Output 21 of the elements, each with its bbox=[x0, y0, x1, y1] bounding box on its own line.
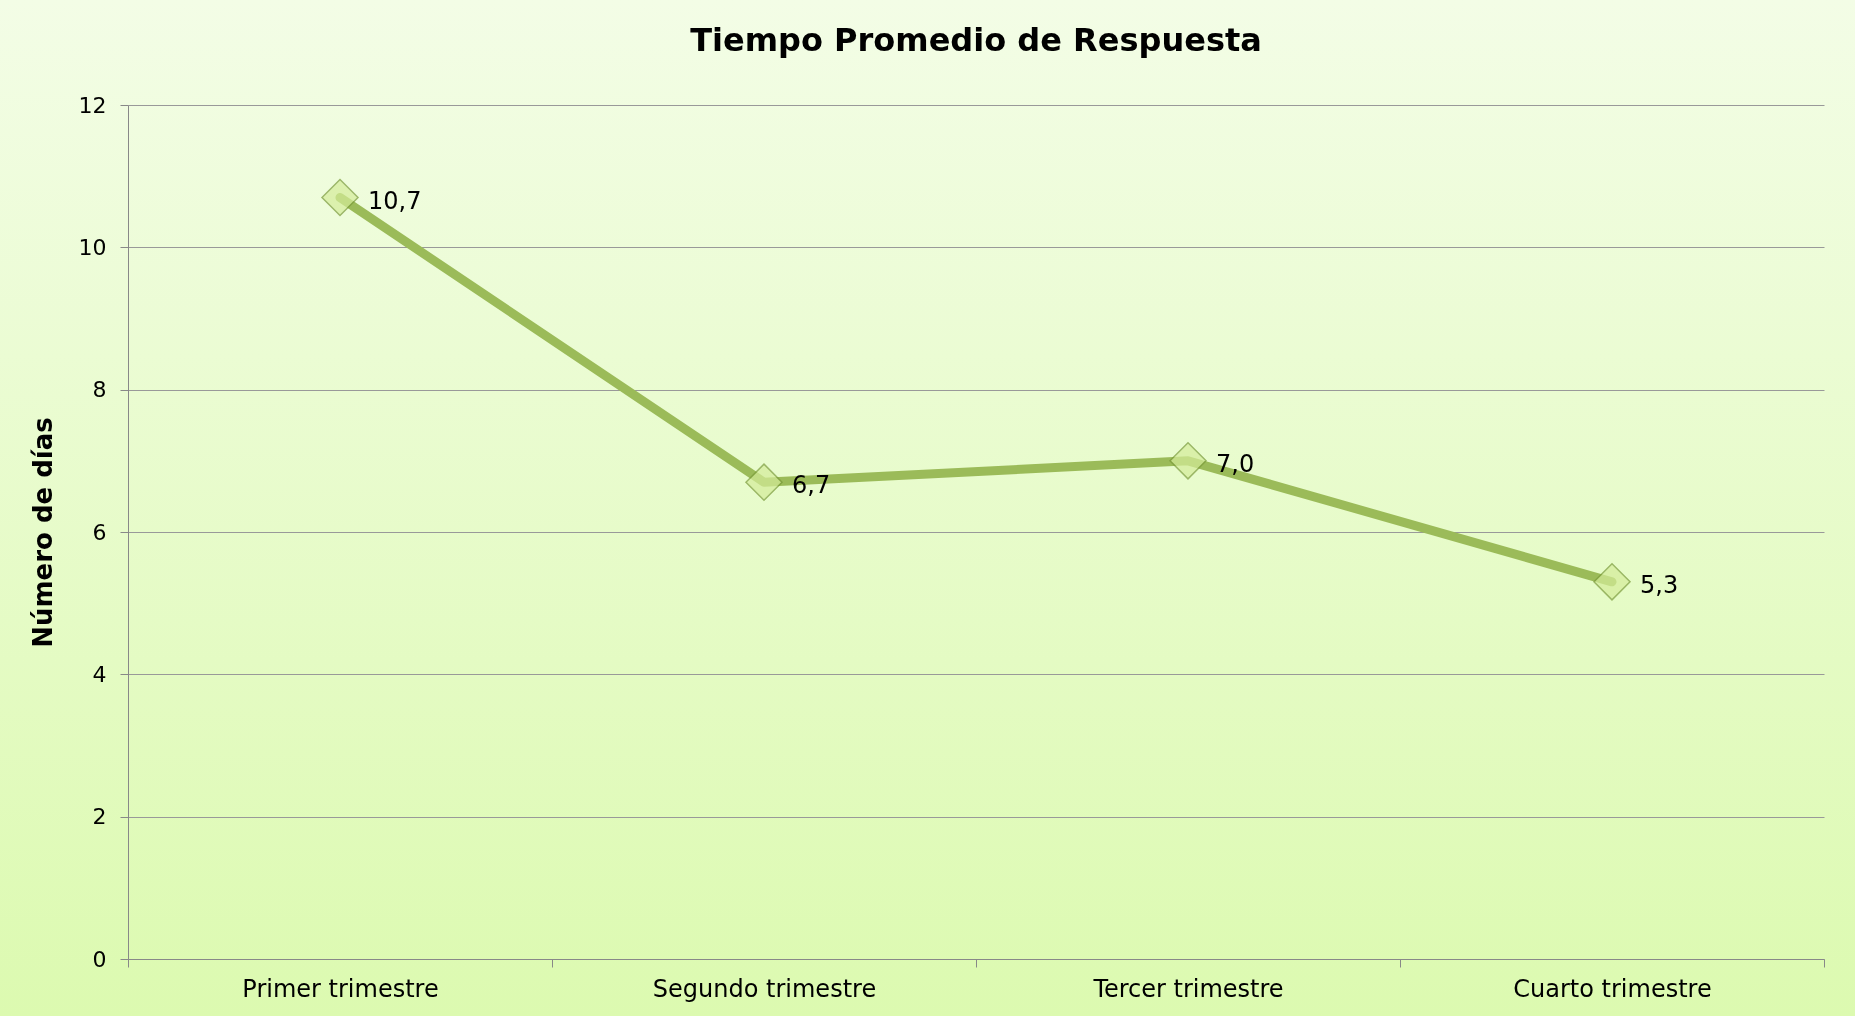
y-tick-label: 0 bbox=[92, 946, 107, 972]
data-label: 5,3 bbox=[1640, 570, 1679, 599]
y-tick-label: 4 bbox=[92, 661, 107, 687]
data-label: 10,7 bbox=[368, 186, 422, 215]
data-label: 7,0 bbox=[1216, 449, 1255, 478]
chart-title: Tiempo Promedio de Respuesta bbox=[690, 21, 1262, 59]
point bbox=[1593, 563, 1631, 601]
y-tick-label: 6 bbox=[92, 519, 107, 545]
x-tick-label: Cuarto trimestre bbox=[1513, 974, 1712, 1003]
y-tick-label: 10 bbox=[78, 234, 107, 260]
y-tick-label: 2 bbox=[92, 804, 107, 830]
y-axis-title: Número de días bbox=[27, 417, 58, 648]
point bbox=[1169, 442, 1207, 480]
x-tick-label: Tercer trimestre bbox=[1092, 974, 1284, 1003]
data-label: 6,7 bbox=[792, 471, 831, 500]
point bbox=[321, 178, 359, 217]
x-tick-label: Primer trimestre bbox=[242, 974, 439, 1003]
y-tick-label: 8 bbox=[92, 377, 107, 403]
y-tick-label: 12 bbox=[78, 92, 107, 118]
x-tick-label: Segundo trimestre bbox=[652, 974, 877, 1003]
point bbox=[745, 463, 783, 501]
